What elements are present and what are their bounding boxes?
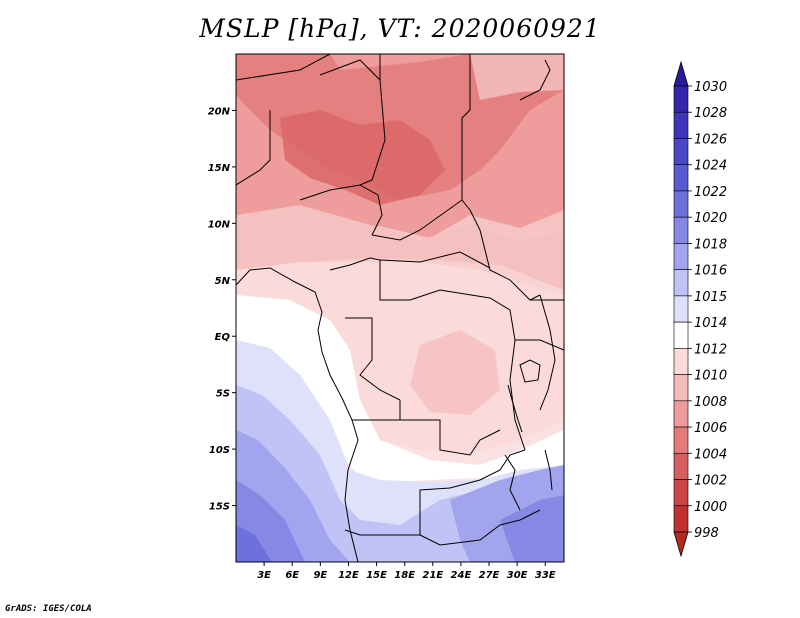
colorbar-label: 1010 (694, 369, 727, 384)
contour-1004-core (280, 110, 445, 205)
borders (236, 54, 564, 562)
lon-tick-label: 30E (507, 570, 528, 581)
colorbar-label: 1015 (694, 290, 727, 305)
colorbar-bin (673, 374, 689, 402)
colorbar-bin (673, 479, 689, 507)
longitude-axis: 3E 6E 9E 12E 15E 18E 21E 24E 27E 30E 33E (257, 562, 556, 581)
lon-tick-label: 3E (257, 570, 271, 581)
border-north-1 (236, 54, 331, 81)
contour-1010 (236, 205, 564, 290)
lat-tick-label: EQ (215, 332, 231, 343)
border-central-4 (379, 251, 491, 269)
border-zambia (449, 449, 526, 489)
contour-1012 (236, 262, 564, 455)
coastline-west (236, 267, 359, 562)
colorbar-bin (673, 164, 689, 192)
colorbar-bin (673, 321, 689, 349)
border-congo-1 (409, 289, 526, 451)
border-congo-2 (345, 317, 401, 401)
contour-1014 (236, 295, 564, 482)
border-central-1 (299, 184, 361, 201)
border-central-3 (469, 209, 541, 301)
colorbar-bin (673, 400, 689, 428)
chart-title: MSLP [hPa], VT: 2020060921 (199, 14, 601, 43)
grads-credit: GrADS: IGES/COLA (5, 604, 92, 614)
border-north-3 (461, 54, 471, 200)
colorbar-bin (673, 426, 689, 454)
lat-tick-label: 5S (216, 389, 230, 400)
colorbar-label: 1022 (694, 185, 727, 200)
lon-tick-label: 12E (338, 570, 359, 581)
colorbar-label: 1002 (694, 474, 727, 489)
pressure-field (236, 54, 564, 562)
lat-tick-label: 20N (208, 106, 231, 117)
colorbar-top-arrow (673, 60, 689, 87)
lat-tick-label: 10S (209, 445, 230, 456)
colorbar-label: 1014 (694, 316, 727, 331)
lon-tick-label: 27E (479, 570, 500, 581)
colorbar-label: 1018 (694, 237, 727, 252)
border-central-2 (371, 199, 471, 241)
colorbar-bin (673, 190, 689, 218)
colorbar-bin (673, 452, 689, 480)
lon-tick-label: 9E (313, 570, 327, 581)
lat-tick-label: 5N (215, 276, 231, 287)
colorbar-bin (673, 348, 689, 375)
lon-tick-label: 15E (366, 570, 387, 581)
lake-victoria (519, 359, 541, 383)
colorbar-label: 1008 (694, 395, 727, 410)
lat-tick-label: 10N (208, 219, 231, 230)
contour-1010-center (410, 330, 500, 415)
border-east-3 (515, 339, 564, 351)
border-north-4 (319, 59, 381, 81)
colorbar-bin (673, 243, 689, 270)
lake-malawi (544, 449, 553, 491)
colorbar-bin (673, 138, 689, 166)
colorbar-label: 1020 (694, 211, 727, 226)
border-southeast (419, 509, 541, 546)
lon-tick-label: 33E (535, 570, 556, 581)
colorbar-label: 1030 (694, 80, 727, 95)
colorbar-label: 1028 (694, 106, 727, 121)
border-lake-chad (359, 184, 383, 236)
border-east-1 (539, 294, 556, 411)
lon-tick-label: 21E (422, 570, 443, 581)
border-angola-2 (344, 487, 451, 536)
colorbar-label: 1012 (694, 342, 727, 357)
colorbar-bin (673, 85, 689, 113)
colorbar-bin (673, 111, 689, 139)
lon-tick-label: 24E (451, 570, 472, 581)
colorbar-bin (673, 505, 689, 533)
lat-tick-label: 15N (208, 163, 231, 174)
colorbar-bin (673, 295, 689, 323)
colorbar-label: 1004 (694, 447, 727, 462)
border-north-5 (236, 110, 271, 186)
lon-tick-label: 18E (394, 570, 415, 581)
colorbar-bin (673, 269, 689, 297)
border-north-2 (359, 54, 386, 186)
colorbar-bin (673, 216, 689, 244)
lon-tick-label: 6E (285, 570, 299, 581)
colorbar: 1030 1028 1026 1024 1022 1020 1018 1016 1015 1014… (673, 60, 727, 558)
map-frame (235, 53, 565, 563)
colorbar-label: 1026 (694, 132, 727, 147)
border-nile (519, 59, 551, 101)
rift-east (504, 454, 521, 511)
latitude-axis: 20N 15N 10N 5N EQ 5S 10S 15S (208, 106, 236, 513)
colorbar-label: 1006 (694, 421, 727, 436)
lake-tanganyika (507, 384, 523, 433)
colorbar-label: 1000 (694, 500, 727, 515)
lat-tick-label: 15S (209, 502, 230, 513)
border-central-5 (329, 257, 410, 301)
contour-1022 (236, 525, 272, 562)
colorbar-label: 1016 (694, 264, 727, 279)
contour-1020-se (500, 495, 564, 562)
colorbar-bottom-arrow (673, 531, 689, 558)
colorbar-label: 998 (694, 526, 719, 541)
colorbar-label: 1024 (694, 159, 727, 174)
